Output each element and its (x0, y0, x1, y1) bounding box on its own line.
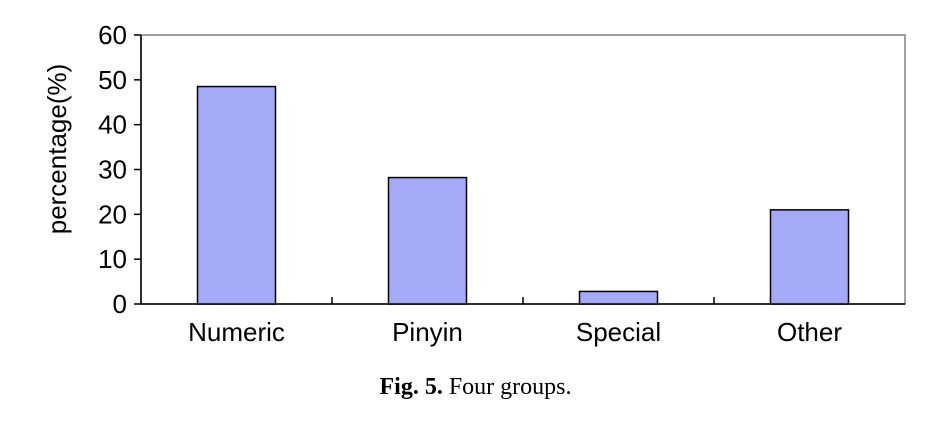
figure-caption-text: Four groups. (448, 374, 572, 400)
x-axis: Numeric Pinyin Special Other (188, 297, 842, 347)
y-tick-label-30: 30 (98, 155, 127, 185)
bar-pinyin (387, 176, 468, 305)
x-tick-label-numeric: Numeric (188, 317, 285, 347)
y-tick-label-10: 10 (98, 244, 127, 274)
x-tick-label-pinyin: Pinyin (392, 317, 463, 347)
y-tick-label-60: 60 (98, 20, 127, 50)
bar-numeric (196, 85, 277, 305)
figure-caption: Fig. 5. Four groups. (0, 374, 951, 401)
y-tick-label-20: 20 (98, 199, 127, 229)
x-tick-label-other: Other (777, 317, 842, 347)
bar-other (769, 209, 850, 305)
bar-series (196, 85, 850, 305)
x-tick-label-special: Special (576, 317, 661, 347)
y-tick-label-50: 50 (98, 65, 127, 95)
bar-special (578, 290, 659, 305)
y-tick-label-0: 0 (113, 289, 127, 319)
y-axis-title: percentage(%) (42, 64, 72, 235)
figure-number: Fig. 5. (379, 374, 443, 400)
y-tick-label-40: 40 (98, 110, 127, 140)
y-axis: 0 10 20 30 40 50 60 (98, 20, 141, 319)
